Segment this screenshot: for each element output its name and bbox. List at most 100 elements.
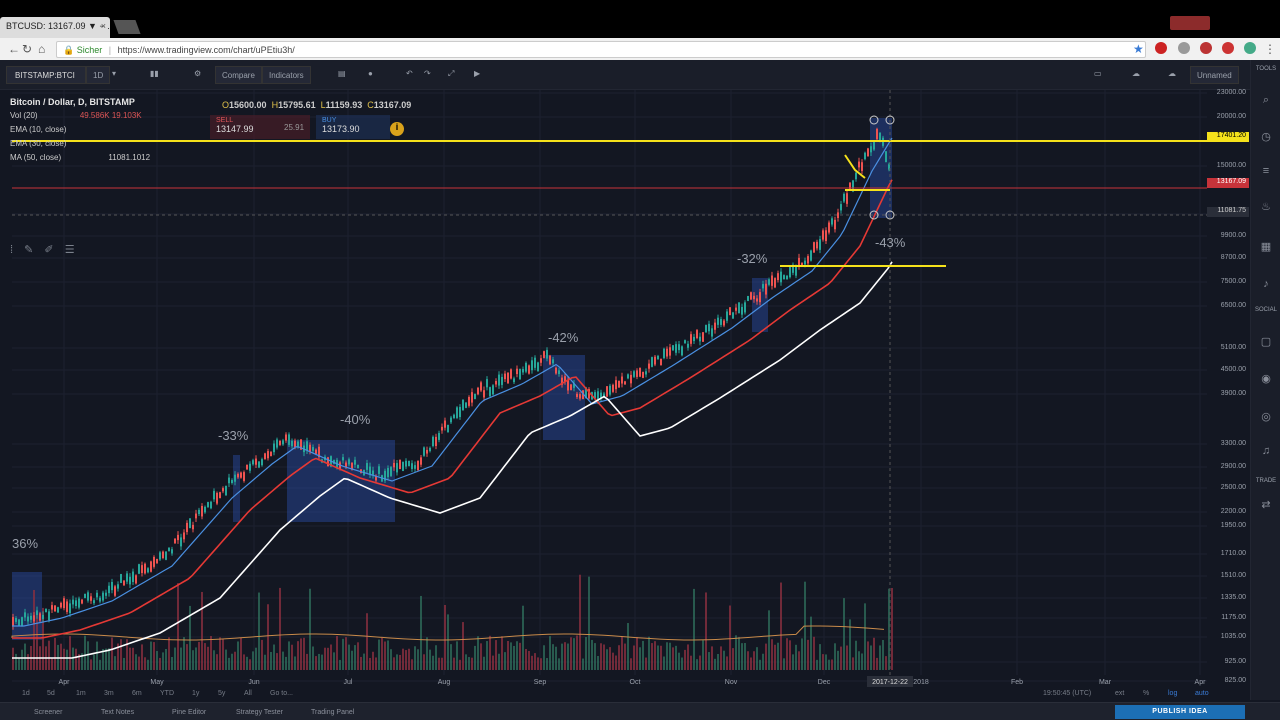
axes: Apr May Jun Jul Aug Sep Oct Nov Dec 2018 Feb Mar Apr…: [59, 676, 1206, 687]
star-icon[interactable]: ★: [1133, 42, 1144, 56]
reload-icon[interactable]: ↻: [22, 42, 33, 56]
extension-icon[interactable]: [1244, 42, 1256, 54]
price-scale[interactable]: 23000.0020000.0015000.0011500.009900.008…: [1207, 89, 1250, 684]
range-button[interactable]: 3m: [104, 690, 114, 697]
volume-bar: [339, 659, 341, 670]
correction-box: [233, 455, 240, 522]
symbol-search[interactable]: BITSTAMP:BTCI: [6, 66, 86, 84]
volume-bar: [348, 644, 350, 670]
handle-point: [885, 210, 895, 220]
ema10-label[interactable]: EMA (10, close): [10, 125, 67, 134]
template-icon[interactable]: ▤: [338, 69, 346, 78]
volume-bar: [771, 639, 773, 670]
candle-body: [462, 399, 464, 411]
vol-label[interactable]: Vol (20): [10, 111, 38, 120]
redo-icon[interactable]: ↷: [424, 69, 431, 78]
indicators-button[interactable]: Indicators: [262, 66, 311, 84]
list-icon[interactable]: ☰: [64, 244, 75, 256]
price-chart[interactable]: 36% -33% -40% -42% -32% -43% Apr May Jun Jul Aug S…: [0, 60, 1250, 690]
drag-handle-icon[interactable]: ⁞: [10, 244, 14, 256]
candle-body: [495, 381, 497, 385]
search-icon[interactable]: ⌕: [1262, 94, 1270, 106]
range-button[interactable]: 1y: [192, 690, 200, 697]
volume-bar: [282, 651, 284, 670]
menu-icon[interactable]: ⋮: [1264, 42, 1276, 56]
scale-option[interactable]: ext: [1115, 690, 1125, 697]
interval-select[interactable]: 1D: [86, 66, 111, 84]
panel-tab[interactable]: Text Notes: [101, 709, 135, 716]
scale-option[interactable]: auto: [1195, 690, 1209, 697]
info-icon[interactable]: i: [390, 122, 404, 136]
extension-icon[interactable]: [1200, 42, 1212, 54]
url-field[interactable]: 🔒 Sicher | https://www.tradingview.com/c…: [56, 41, 1146, 58]
cloud-icon[interactable]: ☁: [1132, 69, 1140, 78]
range-button[interactable]: 5y: [218, 690, 226, 697]
publish-idea-button[interactable]: PUBLISH IDEA: [1115, 705, 1245, 719]
scripts-icon[interactable]: ◎: [1261, 411, 1271, 423]
pencil-icon[interactable]: ✎: [24, 244, 34, 256]
ema30-label[interactable]: EMA (30, close): [10, 139, 67, 148]
range-button[interactable]: All: [244, 690, 252, 697]
bell-icon[interactable]: ♫: [1261, 445, 1271, 457]
extension-icon[interactable]: [1155, 42, 1167, 54]
replay-icon[interactable]: ▶: [474, 69, 481, 78]
volume-bar: [153, 642, 155, 670]
save-icon[interactable]: ☁: [1168, 69, 1176, 78]
ma50-label[interactable]: MA (50, close): [10, 153, 62, 162]
watchlist-icon[interactable]: ≡: [1262, 165, 1270, 177]
volume-bar: [885, 656, 887, 670]
volume-bar: [165, 649, 167, 670]
panel-tab[interactable]: Screener: [34, 709, 63, 716]
sell-button[interactable]: SELL 13147.99: [210, 115, 310, 139]
series-title[interactable]: Bitcoin / Dollar, D, BITSTAMP: [10, 97, 135, 107]
flame-icon[interactable]: ♨: [1261, 201, 1271, 213]
buy-button[interactable]: BUY 13173.90: [316, 115, 390, 139]
clock-icon[interactable]: ◷: [1261, 131, 1271, 143]
tab-close-icon[interactable]: ×: [100, 21, 106, 31]
extension-icon[interactable]: [1178, 42, 1190, 54]
range-button[interactable]: Go to...: [270, 690, 293, 697]
volume-bar: [18, 658, 20, 670]
candle-body: [666, 348, 668, 357]
range-button[interactable]: 5d: [47, 690, 55, 697]
scale-option[interactable]: %: [1143, 690, 1150, 697]
candle-body: [138, 564, 140, 574]
candle-body: [84, 593, 86, 598]
home-icon[interactable]: ⌂: [38, 42, 46, 56]
trade-icon[interactable]: ⇄: [1261, 499, 1271, 511]
volume-bar: [597, 655, 599, 670]
alert-icon[interactable]: ●: [368, 69, 373, 78]
panel-tab[interactable]: Pine Editor: [172, 709, 207, 716]
browser-tab[interactable]: BTCUSD: 13167.09 ▼ − ... ×: [0, 17, 110, 38]
volume-bar: [480, 643, 482, 670]
chat-icon[interactable]: ▢: [1260, 336, 1272, 348]
volume-bar: [762, 653, 764, 670]
extension-icon[interactable]: [1222, 42, 1234, 54]
bar-style-icon[interactable]: ▮▮: [150, 69, 159, 78]
candle-body: [672, 345, 674, 351]
layout-icon[interactable]: ▭: [1094, 69, 1102, 78]
panel-tab[interactable]: Strategy Tester: [236, 709, 283, 716]
range-button[interactable]: 1m: [76, 690, 86, 697]
scale-option[interactable]: log: [1168, 690, 1178, 697]
range-button[interactable]: 6m: [132, 690, 142, 697]
compare-button[interactable]: Compare: [215, 66, 262, 84]
range-button[interactable]: YTD: [160, 690, 174, 697]
panel-tab[interactable]: Trading Panel: [311, 709, 355, 716]
back-icon[interactable]: ←: [8, 42, 20, 56]
range-button[interactable]: 1d: [22, 690, 30, 697]
right-sidebar: TOOLS SOCIAL TRADE ⌕ ◷ ≡ ♨ ▦ ♪ ▢ ◉ ◎ ♫ ⇄: [1250, 60, 1280, 700]
calendar-icon[interactable]: ▦: [1260, 241, 1272, 253]
layout-name[interactable]: Unnamed: [1190, 66, 1239, 84]
brush-icon[interactable]: ✐: [44, 244, 54, 256]
candle-body: [675, 344, 677, 353]
window-close-button[interactable]: [1170, 16, 1210, 30]
stream-icon[interactable]: ◉: [1261, 373, 1271, 385]
candle-body: [69, 603, 71, 614]
undo-icon[interactable]: ↶: [406, 69, 413, 78]
chevron-down-icon[interactable]: ▾: [112, 69, 117, 78]
fullscreen-icon[interactable]: ⤢: [448, 69, 455, 78]
idea-icon[interactable]: ♪: [1263, 278, 1269, 290]
gear-icon[interactable]: ⚙: [194, 69, 202, 78]
new-tab-button[interactable]: [113, 20, 141, 34]
